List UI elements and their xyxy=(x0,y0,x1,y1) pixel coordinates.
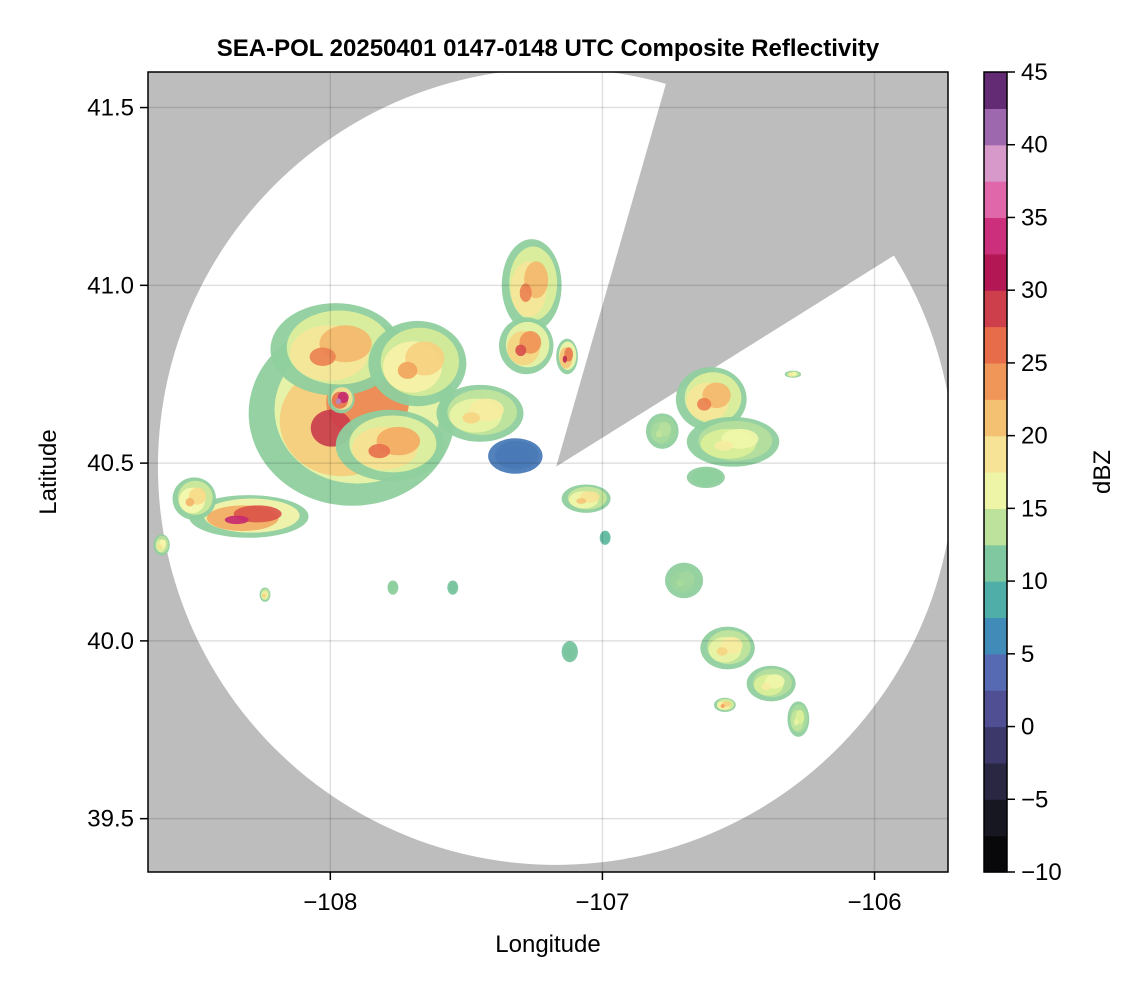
colorbar-tick-label: −10 xyxy=(1021,859,1062,886)
colorbar-segment xyxy=(984,217,1007,255)
colorbar-tick-label: 45 xyxy=(1021,59,1048,86)
y-tick-label: 40.5 xyxy=(87,450,134,477)
colorbar-segment xyxy=(984,472,1007,509)
colorbar-segment xyxy=(984,399,1007,437)
echo-cell xyxy=(172,477,217,520)
echo-cell xyxy=(488,438,543,474)
colorbar-segment xyxy=(984,72,1007,109)
echo-cell xyxy=(368,320,467,407)
colorbar-tick-label: 30 xyxy=(1021,277,1048,304)
colorbar-segment xyxy=(984,835,1007,873)
x-axis-label: Longitude xyxy=(495,931,600,958)
echo-cell xyxy=(436,384,524,442)
echo-cell xyxy=(599,530,611,545)
colorbar-segment xyxy=(984,762,1007,800)
echo-cell xyxy=(501,239,562,332)
colorbar-segment xyxy=(984,181,1007,219)
colorbar-segment xyxy=(984,435,1007,473)
colorbar-tick-label: 40 xyxy=(1021,132,1048,159)
echo-cell xyxy=(335,409,445,481)
reflectivity-echoes xyxy=(153,239,810,737)
x-axis-ticks: −108 −107 −106 xyxy=(303,872,902,916)
echo-cell xyxy=(327,384,355,414)
echo-cell xyxy=(561,640,578,663)
echo-cell xyxy=(700,626,755,670)
echo-cell xyxy=(556,338,578,375)
colorbar-tick-label: −5 xyxy=(1021,786,1048,813)
colorbar-tick-label: 5 xyxy=(1021,641,1034,668)
echo-cell xyxy=(665,562,704,599)
colorbar-segment xyxy=(984,581,1007,619)
echo-cell xyxy=(188,495,309,538)
x-tick-label: −107 xyxy=(575,889,629,916)
colorbar-segment xyxy=(984,362,1007,400)
colorbar-tick-label: 10 xyxy=(1021,568,1048,595)
y-tick-label: 41.5 xyxy=(87,95,134,122)
echo-cell xyxy=(686,416,780,467)
colorbar-segment xyxy=(984,726,1007,764)
echo-cell xyxy=(270,303,402,396)
echo-cell xyxy=(387,580,399,595)
plot-area: −108 −107 −106 39.5 40.0 40.5 41.0 41.5 xyxy=(87,71,949,916)
colorbar-segment xyxy=(984,690,1007,728)
colorbar-segment xyxy=(984,144,1007,182)
colorbar-segment xyxy=(984,326,1007,364)
grid-lines xyxy=(148,72,948,872)
plot-frame xyxy=(147,71,949,873)
colorbar-segment xyxy=(984,253,1007,291)
radar-coverage-area xyxy=(157,72,948,865)
y-tick-label: 39.5 xyxy=(87,806,134,833)
echo-cell xyxy=(675,367,747,432)
echo-cell xyxy=(447,580,459,595)
colorbar-tick-label: 35 xyxy=(1021,204,1048,231)
colorbar-segments xyxy=(984,72,1007,873)
echo-cell xyxy=(787,701,810,737)
colorbar-segment xyxy=(984,544,1007,582)
y-axis-ticks: 39.5 40.0 40.5 41.0 41.5 xyxy=(87,95,148,833)
colorbar: −10 −5 0 5 10 15 20 25 30 35 40 45 dBZ xyxy=(983,59,1116,886)
y-tick-label: 41.0 xyxy=(87,272,134,299)
colorbar-segment xyxy=(984,617,1007,655)
echo-cell xyxy=(561,484,611,513)
colorbar-label: dBZ xyxy=(1089,450,1116,494)
echo-cell xyxy=(499,317,554,375)
colorbar-segment xyxy=(984,108,1007,146)
colorbar-tick-label: 0 xyxy=(1021,714,1034,741)
echo-cell xyxy=(645,413,679,449)
x-tick-label: −106 xyxy=(847,889,901,916)
echo-cell xyxy=(784,370,802,378)
colorbar-frame xyxy=(983,71,1008,873)
colorbar-segment xyxy=(984,799,1007,837)
colorbar-tick-label: 25 xyxy=(1021,350,1048,377)
x-tick-label: −108 xyxy=(303,889,357,916)
echo-cell xyxy=(153,534,170,556)
colorbar-segment xyxy=(984,508,1007,546)
colorbar-tick-label: 20 xyxy=(1021,423,1048,450)
echo-cell xyxy=(713,697,736,713)
y-tick-label: 40.0 xyxy=(87,628,134,655)
chart-title: SEA-POL 20250401 0147-0148 UTC Composite… xyxy=(217,35,880,62)
colorbar-ticks: −10 −5 0 5 10 15 20 25 30 35 40 45 xyxy=(1007,59,1062,886)
echo-cell xyxy=(259,587,271,602)
colorbar-tick-label: 15 xyxy=(1021,495,1048,522)
echo-cell xyxy=(686,466,725,489)
y-axis-label: Latitude xyxy=(35,429,62,514)
colorbar-segment xyxy=(984,290,1007,328)
colorbar-segment xyxy=(984,653,1007,691)
echo-cell xyxy=(746,665,796,702)
